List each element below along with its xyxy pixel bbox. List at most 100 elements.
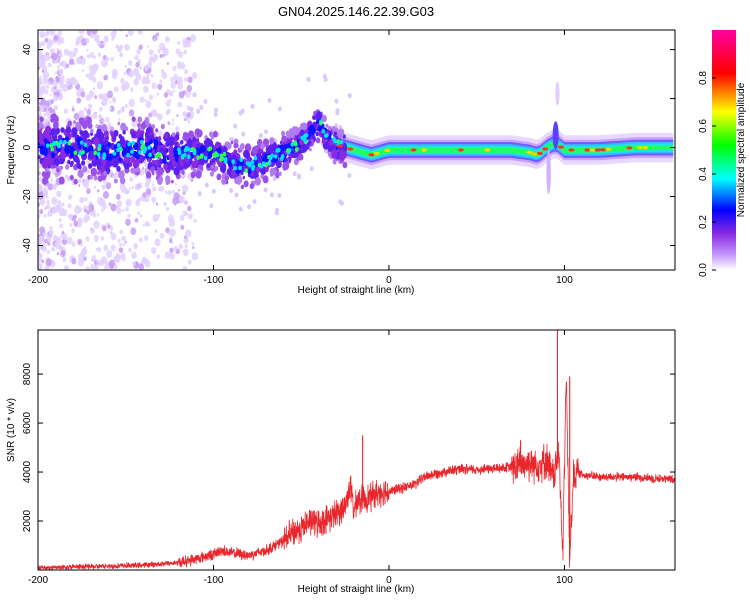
spectrogram-noise [77, 178, 82, 184]
spectrogram-blob [224, 175, 230, 181]
spectrogram-blob [75, 158, 81, 165]
spectrogram-noise [136, 198, 141, 203]
spectrogram-hotspot [223, 159, 228, 164]
spectrogram-hotspot [293, 140, 298, 146]
spectrogram-noise [59, 61, 63, 67]
spectrogram-noise [46, 249, 51, 255]
spectrogram-noise [184, 235, 187, 239]
spectrogram-noise [125, 198, 132, 207]
spectrogram-noise [119, 183, 126, 192]
spectrogram-noise [124, 103, 128, 109]
spectrogram-noise [51, 246, 55, 252]
spectrogram-noise [76, 204, 79, 209]
colorbar-gradient [712, 30, 736, 270]
spectrogram-noise [172, 65, 177, 72]
snr-marks [38, 330, 675, 570]
spectrogram-noise [182, 265, 188, 270]
spectrogram-noise [118, 247, 124, 253]
spectrogram-blob [150, 166, 155, 173]
spectrogram-blob [79, 129, 84, 136]
spectrogram-blob [233, 142, 238, 149]
spectrogram-noise [119, 229, 124, 235]
spectrogram-blob [162, 157, 167, 164]
spectrogram-noise [44, 89, 49, 95]
spectrogram-hotspot [267, 161, 272, 166]
spectrogram-hotspot [238, 165, 242, 171]
spectrogram-blob [328, 125, 332, 131]
spectrogram-noise [275, 207, 280, 213]
spectrogram-noise [86, 215, 91, 221]
spectrogram-spike [546, 150, 551, 195]
spectrogram-blob [116, 167, 120, 171]
spectrogram-noise [110, 56, 114, 62]
spectrogram-spike [555, 81, 560, 106]
spectrogram-noise [247, 204, 252, 210]
spectrogram-hotspot [323, 133, 328, 138]
spectrogram-y-tick-label: 40 [22, 44, 33, 56]
spectrogram-blob [99, 165, 106, 173]
spectrogram-noise [152, 214, 159, 223]
spectrogram-noise [164, 251, 171, 259]
snr-y-label: SNR (10 * v/v) [6, 398, 17, 462]
spectrogram-noise [92, 213, 97, 218]
spectrogram-noise [147, 179, 151, 184]
spectrogram-blob [103, 170, 107, 176]
spectrogram-noise [229, 136, 234, 142]
spectrogram-noise [94, 265, 97, 269]
spectrogram-hotspot [131, 140, 135, 146]
spectrogram-blob [97, 171, 100, 175]
spectrogram-noise [47, 183, 53, 191]
spectrogram-noise [182, 191, 186, 196]
spectrogram-noise [47, 116, 52, 123]
spectrogram-noise [94, 95, 98, 99]
spectrogram-noise [42, 77, 49, 85]
spectrogram-noise [110, 232, 117, 241]
spectrogram-noise [87, 103, 93, 110]
spectrogram-noise [170, 81, 177, 89]
spectrogram-noise [128, 247, 132, 253]
spectrogram-noise [183, 49, 188, 55]
spectrogram-noise [49, 225, 53, 231]
spectrogram-noise [209, 203, 214, 209]
spectrogram-blob [342, 161, 348, 169]
spectrogram-noise [135, 73, 142, 81]
spectrogram-hotspot [275, 148, 279, 153]
spectrogram-hotspot [259, 164, 264, 169]
spectrogram-hotspot [273, 154, 278, 159]
spectrogram-noise [109, 225, 114, 231]
spectrogram-blob [88, 150, 95, 159]
spectrogram-noise [89, 51, 95, 58]
spectrogram-noise [138, 263, 145, 270]
spectrogram-y-tick-label: 0 [22, 144, 33, 150]
spectrogram-noise [187, 259, 192, 265]
spectrogram-blob [78, 165, 82, 170]
spectrogram-noise [78, 207, 83, 213]
spectrogram-hotspot [57, 144, 61, 149]
spectrogram-hotspot [83, 142, 88, 148]
spectrogram-noise [83, 179, 89, 185]
spectrogram-peak [410, 148, 417, 152]
spectrogram-hotspot [253, 156, 258, 161]
spectrogram-peak [626, 146, 633, 150]
spectrogram-noise [92, 63, 99, 72]
spectrogram-blob [58, 165, 63, 171]
spectrogram-noise [197, 191, 202, 197]
spectrogram-noise [141, 256, 147, 263]
spectrogram-noise [170, 76, 175, 83]
spectrogram-hotspot [112, 151, 117, 156]
spectrogram-peak [600, 148, 607, 152]
spectrogram-noise [192, 92, 197, 98]
spectrogram-noise [53, 104, 59, 111]
spectrogram-noise [38, 52, 44, 62]
spectrogram-hotspot [213, 153, 218, 158]
spectrogram-blob [268, 148, 274, 155]
spectrogram-blob [298, 153, 304, 161]
spectrogram-blob [173, 166, 180, 176]
spectrogram-hotspot [127, 141, 131, 147]
spectrogram-blob [171, 179, 174, 184]
spectrogram-noise [87, 72, 94, 81]
spectrogram-noise [134, 217, 139, 223]
spectrogram-blob [148, 132, 151, 136]
spectrogram-spike [552, 121, 559, 150]
spectrogram-blob [85, 116, 92, 125]
